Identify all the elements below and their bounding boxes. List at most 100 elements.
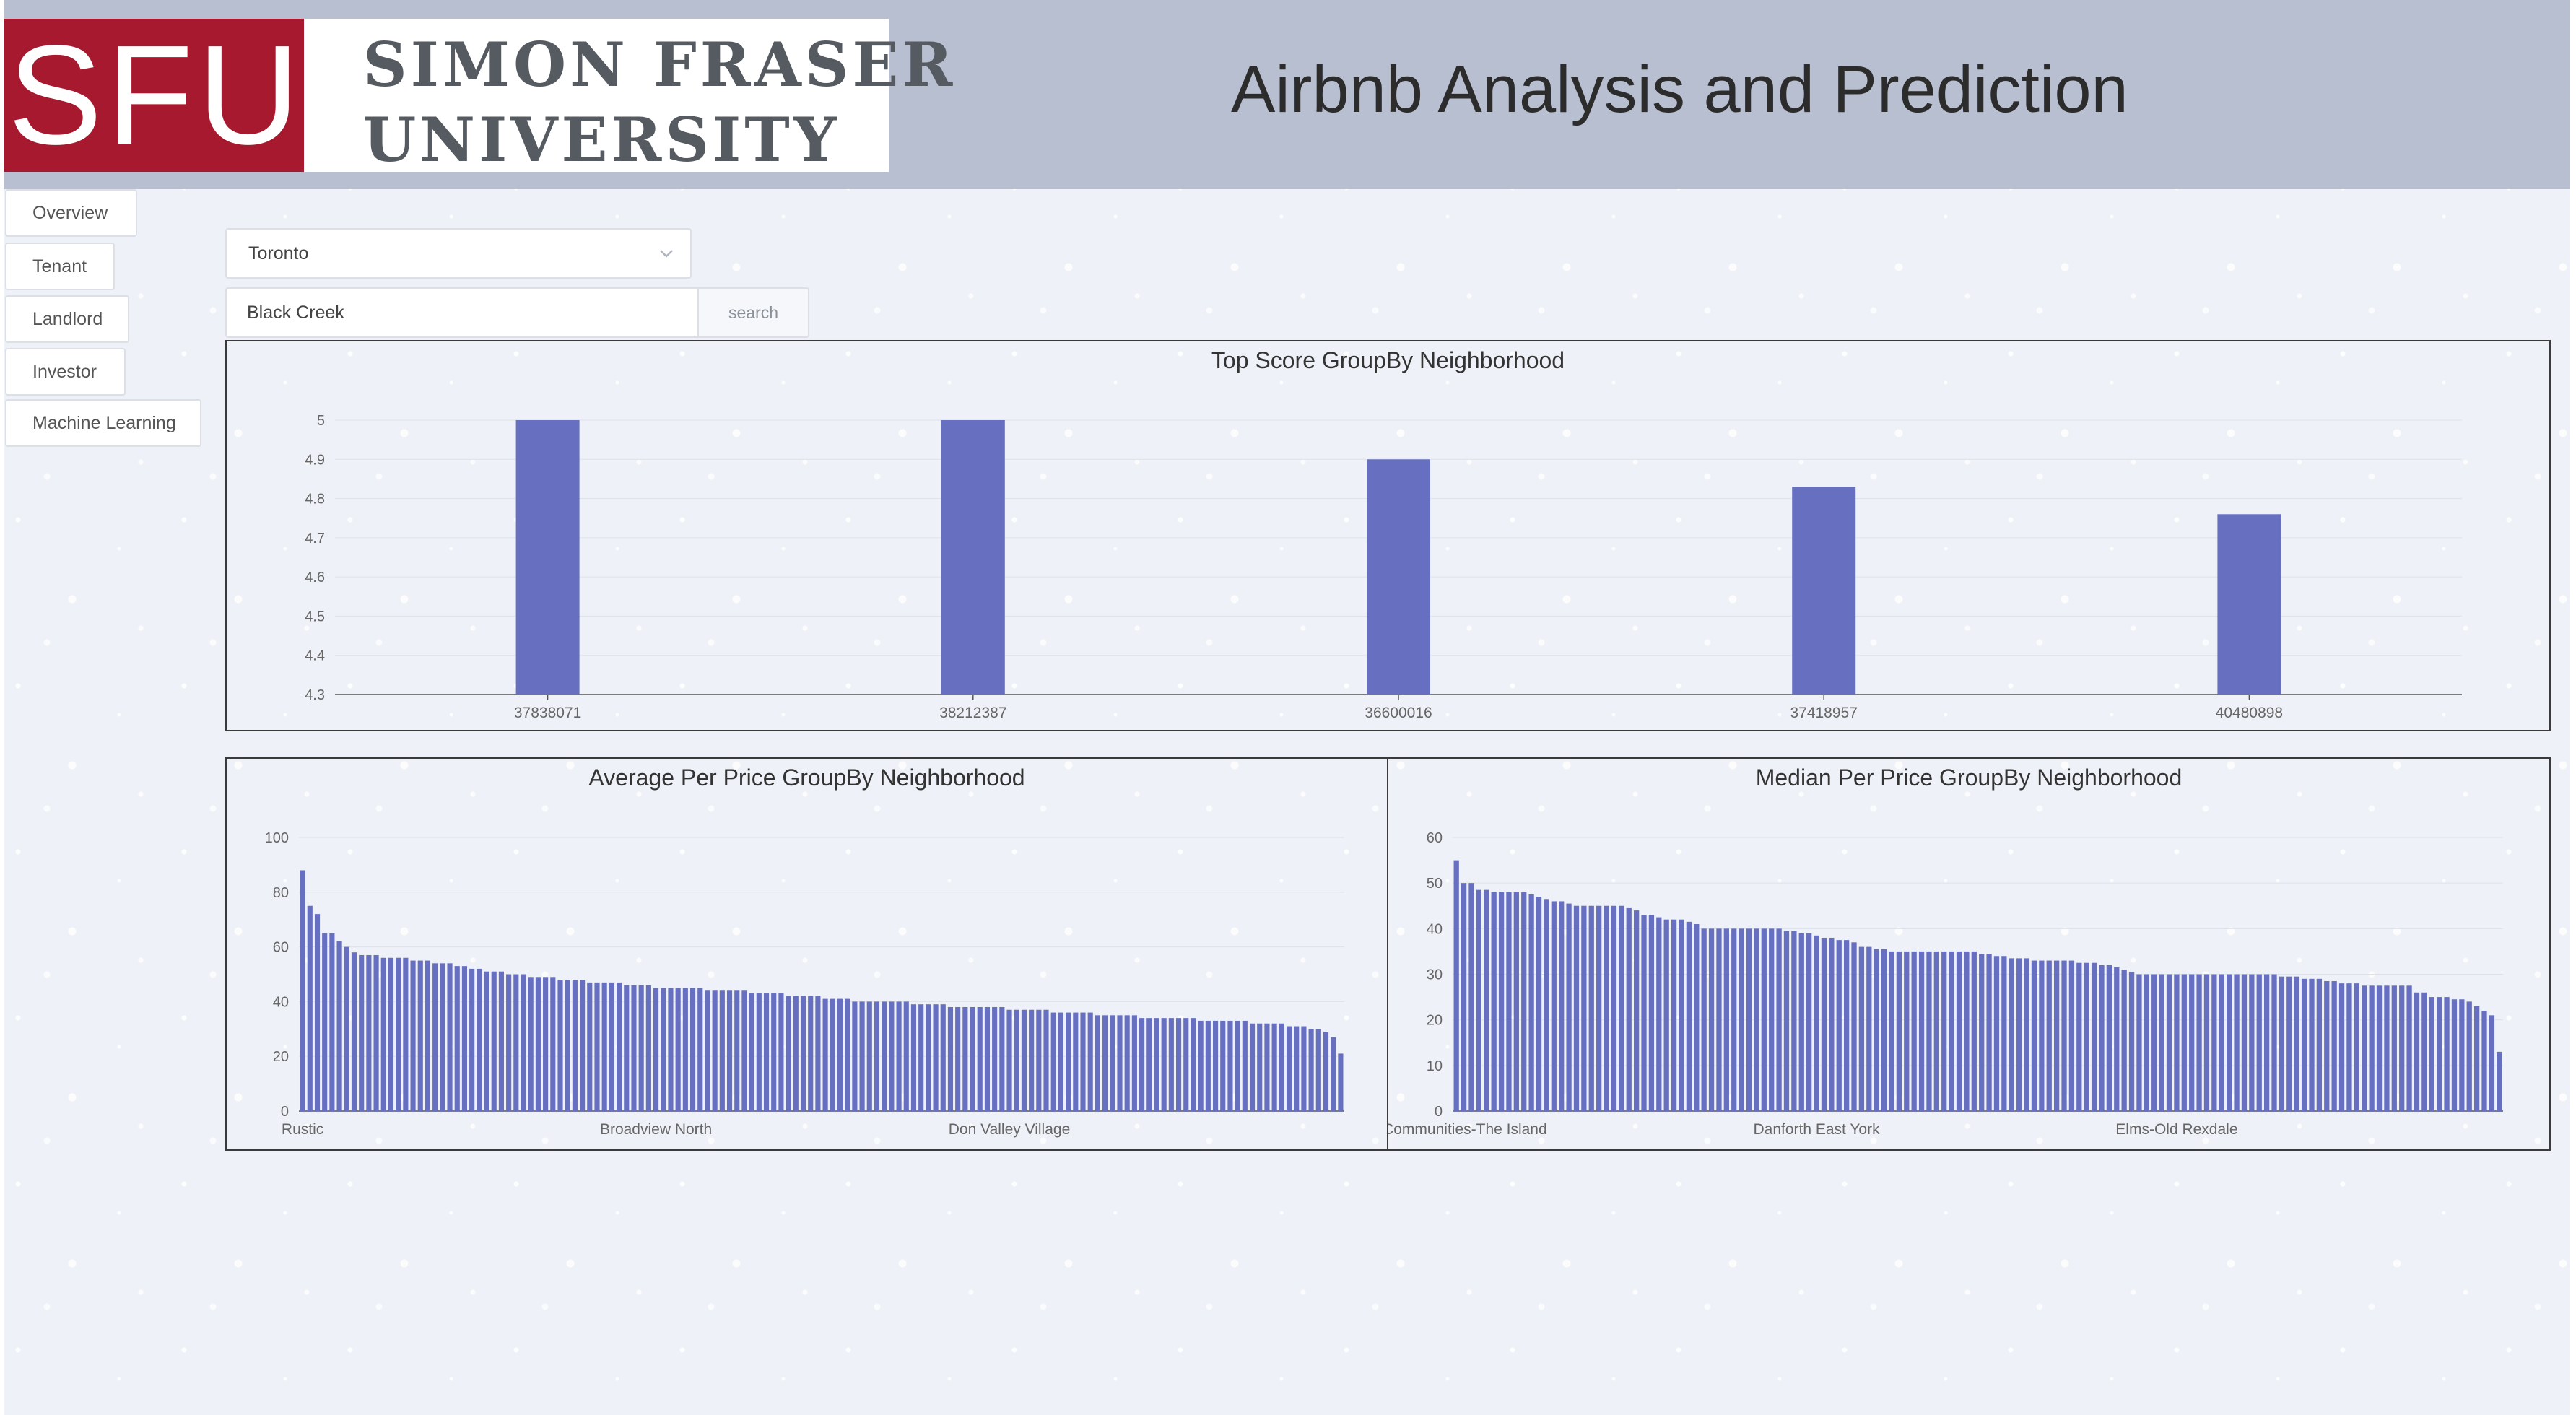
- bar: [1198, 1020, 1204, 1111]
- bar: [837, 998, 843, 1111]
- bar: [2414, 992, 2420, 1111]
- bar: [2406, 985, 2412, 1111]
- bar: [1014, 1009, 1019, 1111]
- bar: [1918, 951, 1925, 1111]
- nav-item-overview[interactable]: Overview: [5, 189, 137, 237]
- bar: [2437, 997, 2442, 1111]
- bar: [1338, 1053, 1344, 1111]
- bar: [1491, 892, 1497, 1111]
- bar: [2271, 974, 2277, 1111]
- bar: [1619, 905, 1624, 1111]
- bar: [1956, 951, 1962, 1111]
- bar: [2234, 974, 2240, 1111]
- bar: [1453, 860, 1459, 1111]
- bar: [1559, 901, 1565, 1111]
- bar: [631, 985, 637, 1111]
- neighborhood-search-input[interactable]: [225, 287, 699, 338]
- bar: [2444, 997, 2450, 1111]
- bar: [1679, 919, 1684, 1111]
- bar: [1843, 940, 1850, 1111]
- bar: [587, 982, 593, 1111]
- bar: [1814, 935, 1819, 1111]
- bar: [1021, 1009, 1027, 1111]
- bar: [1286, 1026, 1292, 1111]
- nav-item-landlord[interactable]: Landlord: [5, 295, 129, 343]
- bar: [2497, 1051, 2502, 1111]
- bar: [1367, 459, 1430, 695]
- bar: [1926, 951, 1932, 1111]
- bar: [2227, 974, 2232, 1111]
- x-tick-label: Elms-Old Rexdale: [2115, 1121, 2237, 1138]
- bar: [2473, 1006, 2480, 1111]
- bar: [903, 1001, 909, 1111]
- chart-title: Top Score GroupBy Neighborhood: [1211, 347, 1565, 373]
- bar: [653, 988, 659, 1111]
- bar: [2354, 983, 2359, 1111]
- y-tick-label: 4.6: [305, 570, 325, 585]
- nav-item-machine-learning[interactable]: Machine Learning: [5, 399, 201, 447]
- bar: [2001, 956, 2007, 1111]
- bar: [2241, 974, 2248, 1111]
- bar: [2331, 980, 2337, 1111]
- bar: [515, 420, 580, 695]
- bar: [1461, 883, 1467, 1111]
- x-tick-label: Danforth East York: [1753, 1121, 1880, 1138]
- bar: [2219, 974, 2224, 1111]
- median-price-chart-panel: Median Per Price GroupBy Neighborhood 0 1…: [1387, 757, 2551, 1151]
- y-tick-label: 20: [273, 1049, 289, 1065]
- bar: [859, 1001, 865, 1111]
- y-tick-label: 50: [1427, 876, 1443, 892]
- bar: [926, 1004, 931, 1111]
- y-tick-label: 0: [1435, 1104, 1443, 1120]
- y-tick-label: 5: [317, 413, 325, 429]
- bar: [1866, 946, 1872, 1111]
- y-tick-label: 4.7: [305, 531, 325, 547]
- bar: [535, 977, 541, 1111]
- bar: [1791, 931, 1797, 1111]
- y-tick-label: 0: [281, 1104, 289, 1120]
- bar: [1484, 889, 1489, 1111]
- bar: [307, 905, 313, 1111]
- bar: [756, 993, 762, 1111]
- bar: [1175, 1018, 1182, 1111]
- bar: [1029, 1009, 1035, 1111]
- bar: [1551, 901, 1557, 1111]
- bar: [300, 870, 305, 1111]
- bar: [2203, 974, 2210, 1111]
- bar: [2399, 985, 2405, 1111]
- bar: [984, 1006, 991, 1111]
- nav-item-tenant[interactable]: Tenant: [5, 243, 115, 290]
- bar: [977, 1006, 983, 1111]
- bar: [388, 957, 394, 1111]
- bar: [1087, 1012, 1093, 1111]
- bar: [1851, 942, 1857, 1111]
- bar: [1308, 1029, 1314, 1111]
- bar: [2128, 972, 2135, 1111]
- bar: [2009, 958, 2014, 1111]
- bar: [874, 1001, 880, 1111]
- x-tick-label: nt Communities-The Island: [1388, 1121, 1547, 1138]
- nav-item-investor[interactable]: Investor: [5, 348, 126, 396]
- bar: [1671, 919, 1677, 1111]
- bar: [2429, 997, 2434, 1111]
- bar: [1117, 1015, 1123, 1111]
- bar: [1761, 928, 1767, 1111]
- bar: [1050, 1012, 1056, 1111]
- bar: [521, 974, 526, 1111]
- bar: [2391, 985, 2397, 1111]
- bar: [719, 991, 725, 1111]
- bar: [491, 971, 497, 1111]
- bar: [1933, 951, 1939, 1111]
- bar: [1242, 1020, 1248, 1111]
- bar: [1264, 1023, 1270, 1111]
- bar: [1626, 907, 1632, 1111]
- city-select[interactable]: Toronto: [225, 228, 692, 279]
- bar: [689, 988, 696, 1111]
- bar: [2189, 974, 2195, 1111]
- bar: [1792, 487, 1856, 695]
- bar: [763, 993, 770, 1111]
- bar: [2249, 974, 2255, 1111]
- bar: [2384, 985, 2390, 1111]
- bar: [661, 988, 666, 1111]
- search-button[interactable]: search: [697, 287, 809, 338]
